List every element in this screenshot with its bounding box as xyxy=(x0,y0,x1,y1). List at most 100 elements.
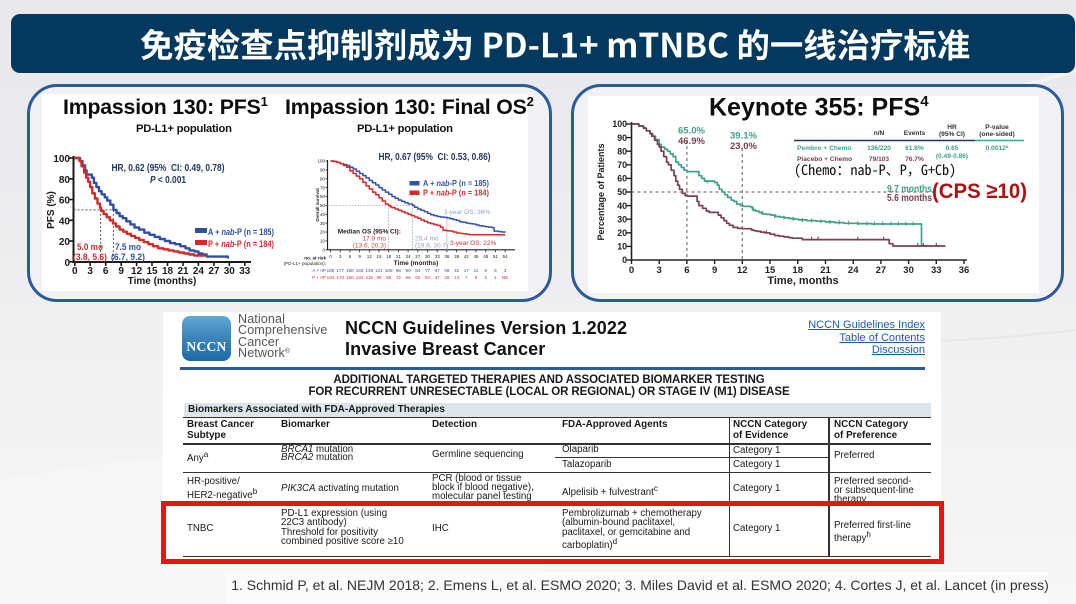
svg-text:12: 12 xyxy=(367,254,373,259)
svg-text:Percentage of Patients: Percentage of Patients xyxy=(596,143,606,240)
svg-text:80: 80 xyxy=(59,175,71,186)
svg-text:11: 11 xyxy=(474,268,479,273)
svg-text:18: 18 xyxy=(386,254,392,259)
svg-text:54: 54 xyxy=(503,254,509,259)
svg-text:145: 145 xyxy=(356,268,364,273)
svg-text:3-year OS: 36%: 3-year OS: 36% xyxy=(444,209,490,216)
svg-text:132: 132 xyxy=(356,275,364,280)
svg-text:9.7 months: 9.7 months xyxy=(887,184,932,195)
svg-text:20: 20 xyxy=(59,237,71,248)
svg-text:76.7%: 76.7% xyxy=(905,156,924,163)
svg-text:0.65: 0.65 xyxy=(946,145,959,152)
svg-text:39.1%: 39.1% xyxy=(730,131,757,142)
svg-text:0: 0 xyxy=(622,255,627,265)
svg-text:6: 6 xyxy=(494,268,497,273)
svg-text:18: 18 xyxy=(162,266,174,277)
svg-text:85: 85 xyxy=(386,275,392,280)
svg-text:NE: NE xyxy=(502,275,508,280)
svg-text:100: 100 xyxy=(317,159,325,164)
svg-text:14: 14 xyxy=(454,275,460,280)
svg-text:40: 40 xyxy=(59,216,71,227)
svg-text:45: 45 xyxy=(473,254,479,259)
svg-text:(6.7, 9.2): (6.7, 9.2) xyxy=(111,252,145,263)
svg-text:(13.6, 20.3): (13.6, 20.3) xyxy=(353,243,386,250)
svg-text:3: 3 xyxy=(657,265,662,276)
svg-text:9: 9 xyxy=(358,254,361,259)
svg-text:3: 3 xyxy=(484,275,487,280)
svg-text:100: 100 xyxy=(612,119,627,129)
svg-text:15: 15 xyxy=(146,266,158,277)
svg-text:5.6 months: 5.6 months xyxy=(887,193,932,204)
svg-text:20: 20 xyxy=(320,230,326,235)
svg-text:27: 27 xyxy=(208,266,220,277)
svg-text:3: 3 xyxy=(504,268,507,273)
svg-text:80: 80 xyxy=(617,146,627,156)
svg-text:6: 6 xyxy=(475,275,478,280)
svg-text:58: 58 xyxy=(444,268,450,273)
svg-text:0: 0 xyxy=(322,247,325,252)
svg-text:51: 51 xyxy=(493,254,499,259)
svg-text:6: 6 xyxy=(349,254,352,259)
svg-text:30: 30 xyxy=(903,265,914,276)
svg-text:95: 95 xyxy=(376,275,382,280)
svg-text:HR, 0.67 (95% CI: 0.53, 0.86): HR, 0.67 (95% CI: 0.53, 0.86) xyxy=(379,151,491,163)
svg-text:PFS (%): PFS (%) xyxy=(46,191,57,229)
svg-text:5.0 mo: 5.0 mo xyxy=(77,242,103,253)
svg-text:135: 135 xyxy=(365,268,373,273)
svg-text:A + nP: A + nP xyxy=(312,268,326,273)
svg-text:10: 10 xyxy=(320,239,326,244)
svg-text:20: 20 xyxy=(617,228,627,238)
svg-text:136/220: 136/220 xyxy=(867,145,891,152)
svg-text:115: 115 xyxy=(366,275,374,280)
svg-text:30: 30 xyxy=(425,254,431,259)
svg-text:67: 67 xyxy=(435,268,441,273)
svg-text:6: 6 xyxy=(103,266,109,277)
svg-text:121: 121 xyxy=(375,268,383,273)
svg-text:0: 0 xyxy=(329,254,332,259)
svg-text:Time (months): Time (months) xyxy=(128,276,197,287)
svg-text:47: 47 xyxy=(435,275,441,280)
svg-text:3: 3 xyxy=(87,266,93,277)
svg-text:6: 6 xyxy=(684,265,689,276)
svg-text:0: 0 xyxy=(64,258,70,269)
svg-text:A + nab-P (n = 185): A + nab-P (n = 185) xyxy=(423,178,489,188)
svg-text:HR, 0.62 (95% CI: 0.49, 0.78): HR, 0.62 (95% CI: 0.49, 0.78) xyxy=(112,162,225,174)
svg-text:HR: HR xyxy=(947,124,957,131)
svg-text:28: 28 xyxy=(444,275,450,280)
svg-text:21: 21 xyxy=(820,265,831,276)
svg-text:3-year OS: 22%: 3-year OS: 22% xyxy=(450,240,496,247)
svg-text:90: 90 xyxy=(406,268,412,273)
svg-text:17.9 mo: 17.9 mo xyxy=(363,236,387,243)
svg-text:Events: Events xyxy=(904,130,926,137)
svg-text:Time, months: Time, months xyxy=(767,275,838,286)
svg-text:33: 33 xyxy=(435,254,441,259)
svg-text:(19.6, 30.7): (19.6, 30.7) xyxy=(415,243,448,250)
svg-text:90: 90 xyxy=(320,168,326,173)
svg-text:Time (months): Time (months) xyxy=(394,260,439,267)
svg-text:61.8%: 61.8% xyxy=(905,145,924,152)
svg-text:P < 0.001: P < 0.001 xyxy=(150,174,186,186)
svg-text:24: 24 xyxy=(406,254,412,259)
svg-text:17: 17 xyxy=(464,268,470,273)
svg-text:98: 98 xyxy=(396,268,402,273)
svg-text:33: 33 xyxy=(931,265,942,276)
svg-text:30: 30 xyxy=(617,214,627,224)
svg-text:185: 185 xyxy=(327,268,335,273)
svg-text:184: 184 xyxy=(327,275,335,280)
svg-text:70: 70 xyxy=(320,185,326,190)
svg-text:27: 27 xyxy=(876,265,887,276)
svg-text:P + nab-P (n = 184): P + nab-P (n = 184) xyxy=(423,188,489,198)
svg-text:P + nab-P (n = 184): P + nab-P (n = 184) xyxy=(208,239,274,249)
svg-text:27: 27 xyxy=(415,254,421,259)
svg-text:30: 30 xyxy=(224,266,236,277)
svg-text:32: 32 xyxy=(454,268,460,273)
svg-text:n/N: n/N xyxy=(874,130,885,137)
svg-text:P-value: P-value xyxy=(985,124,1009,131)
svg-text:42: 42 xyxy=(464,254,470,259)
svg-text:A + nab-P (n = 185): A + nab-P (n = 185) xyxy=(208,227,274,237)
svg-text:60: 60 xyxy=(617,174,627,184)
svg-text:50: 50 xyxy=(617,187,627,197)
svg-text:(95% CI): (95% CI) xyxy=(939,131,965,138)
svg-text:23.0%: 23.0% xyxy=(730,141,757,152)
svg-text:10: 10 xyxy=(617,242,627,252)
